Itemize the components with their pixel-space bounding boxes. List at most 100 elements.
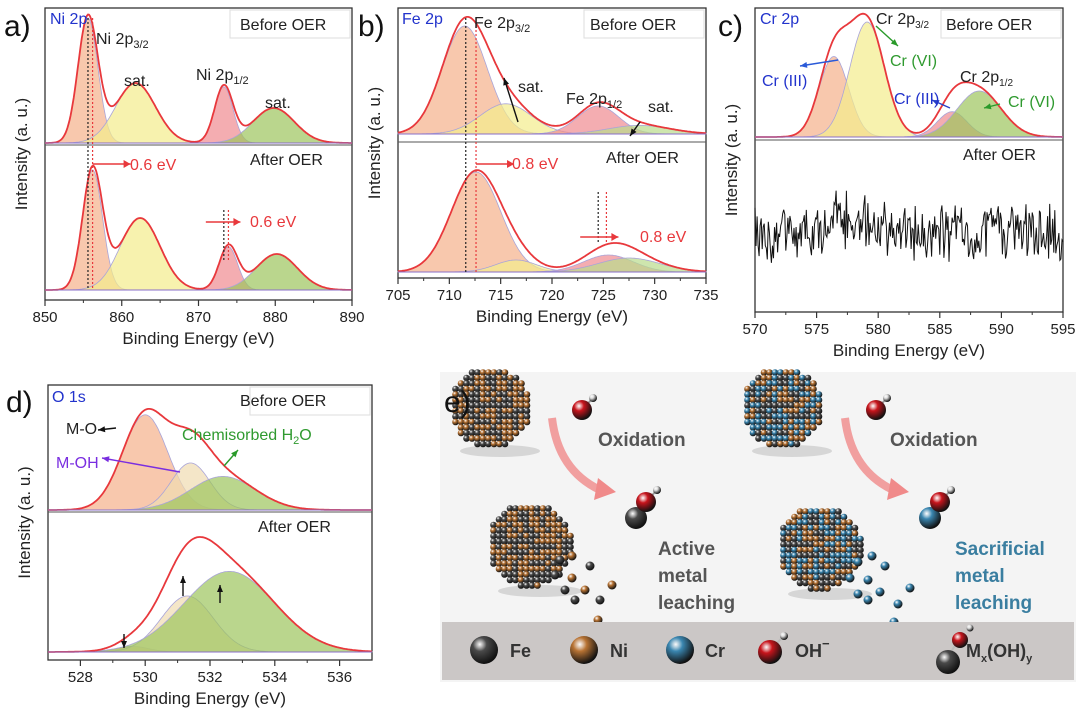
atom-fe [468, 391, 476, 398]
atom-fe [815, 407, 823, 415]
leached-atom [863, 575, 873, 585]
atom-fe [766, 396, 773, 404]
atom-ni [517, 571, 525, 578]
atom-fe [818, 574, 826, 581]
atom-ni [507, 407, 514, 415]
atom-fe [507, 380, 514, 387]
atom-cr [807, 568, 815, 576]
atom-fe [512, 571, 519, 578]
atom-cr [796, 519, 804, 526]
atom-ni [545, 532, 552, 540]
atom-ni [807, 574, 815, 581]
atom-fe [829, 519, 837, 526]
atom-ni [840, 546, 848, 554]
atom-fe [539, 560, 547, 567]
atom-fe [807, 585, 815, 592]
atom-fe [506, 538, 514, 545]
atom-fe [501, 510, 508, 518]
nanoparticle-fenicr-before [744, 369, 832, 457]
hydroxide-right-o [866, 400, 886, 420]
y-axis-label: Intensity (a. u.) [365, 87, 384, 199]
atom-ni [506, 510, 514, 518]
leached-atom [570, 595, 580, 605]
atom-cr [796, 568, 804, 576]
atom-ni [496, 374, 503, 382]
atom-fe [766, 385, 773, 393]
atom-cr [766, 424, 773, 431]
anno-b-sat2: sat. [648, 99, 674, 116]
atom-fe [539, 576, 547, 584]
atom-fe [780, 541, 787, 548]
x-tick-label: 730 [642, 287, 667, 304]
legend-mxohy-h [966, 624, 974, 632]
atom-cr [813, 563, 820, 570]
atom-fe [780, 557, 787, 565]
atom-fe [501, 527, 508, 534]
atom-cr [796, 563, 804, 570]
atom-cr [799, 391, 806, 398]
atom-fe [829, 579, 837, 587]
x-tick-label: 575 [804, 321, 829, 338]
atom-cr [829, 568, 837, 576]
atom-ni [561, 527, 569, 534]
anno-d-moh: M-OH [56, 455, 99, 472]
atom-ni [507, 424, 514, 431]
atom-ni [545, 549, 552, 556]
atom-cr [755, 418, 762, 426]
atom-ni [474, 407, 481, 415]
atom-ni [561, 532, 569, 540]
atom-cr [780, 530, 787, 537]
atom-ni [782, 391, 790, 398]
atom-ni [550, 510, 558, 518]
atom-cr [829, 541, 837, 548]
atom-fe [804, 407, 812, 415]
x-tick-label: 528 [68, 669, 93, 686]
atom-fe [517, 549, 525, 556]
anno-a-sat1: sat. [124, 73, 150, 90]
active-line1: Active [658, 539, 715, 560]
anno-c-p12: Cr 2p1/2 [960, 69, 1013, 89]
atom-fe [846, 563, 853, 570]
leached-atom [567, 573, 577, 583]
atom-fe [474, 440, 481, 448]
atom-ni [479, 424, 487, 431]
atom-ni [457, 407, 465, 415]
envelope-line [397, 169, 707, 273]
anno-a-sat2: sat. [265, 95, 291, 112]
atom-fe [485, 374, 492, 382]
leached-atom [905, 583, 915, 593]
mxohy-right-oh-h [947, 486, 955, 494]
atom-fe [782, 380, 790, 387]
arrow-mo-head [98, 426, 106, 433]
atom-fe [785, 546, 793, 554]
atom-fe [777, 418, 784, 426]
atom-cr [835, 563, 842, 570]
atom-ni [840, 519, 848, 526]
legend-after-a: After OER [250, 152, 323, 169]
legend-after-d: After OER [258, 519, 331, 536]
atom-cr [788, 374, 795, 382]
atom-fe [501, 402, 509, 409]
x-tick-label: 570 [742, 321, 767, 338]
leached-atom [853, 589, 863, 599]
atom-fe [771, 407, 779, 415]
atom-ni [490, 413, 498, 420]
atom-fe [495, 543, 503, 551]
atom-ni [507, 374, 514, 382]
atom-fe [567, 543, 574, 551]
atom-fe [760, 413, 768, 420]
leached-atom [875, 587, 885, 597]
atom-ni [556, 549, 563, 556]
atom-ni [788, 435, 795, 442]
sacrificial-line2: metal [955, 566, 1005, 587]
legend-bar [442, 622, 1074, 680]
atom-ni [468, 418, 476, 426]
x-tick-label: 532 [197, 669, 222, 686]
atom-cr [851, 535, 859, 543]
atom-fe [506, 576, 514, 584]
atom-fe [760, 424, 768, 431]
atom-ni [512, 391, 520, 398]
atom-cr [810, 413, 817, 420]
atom-ni [495, 560, 503, 567]
